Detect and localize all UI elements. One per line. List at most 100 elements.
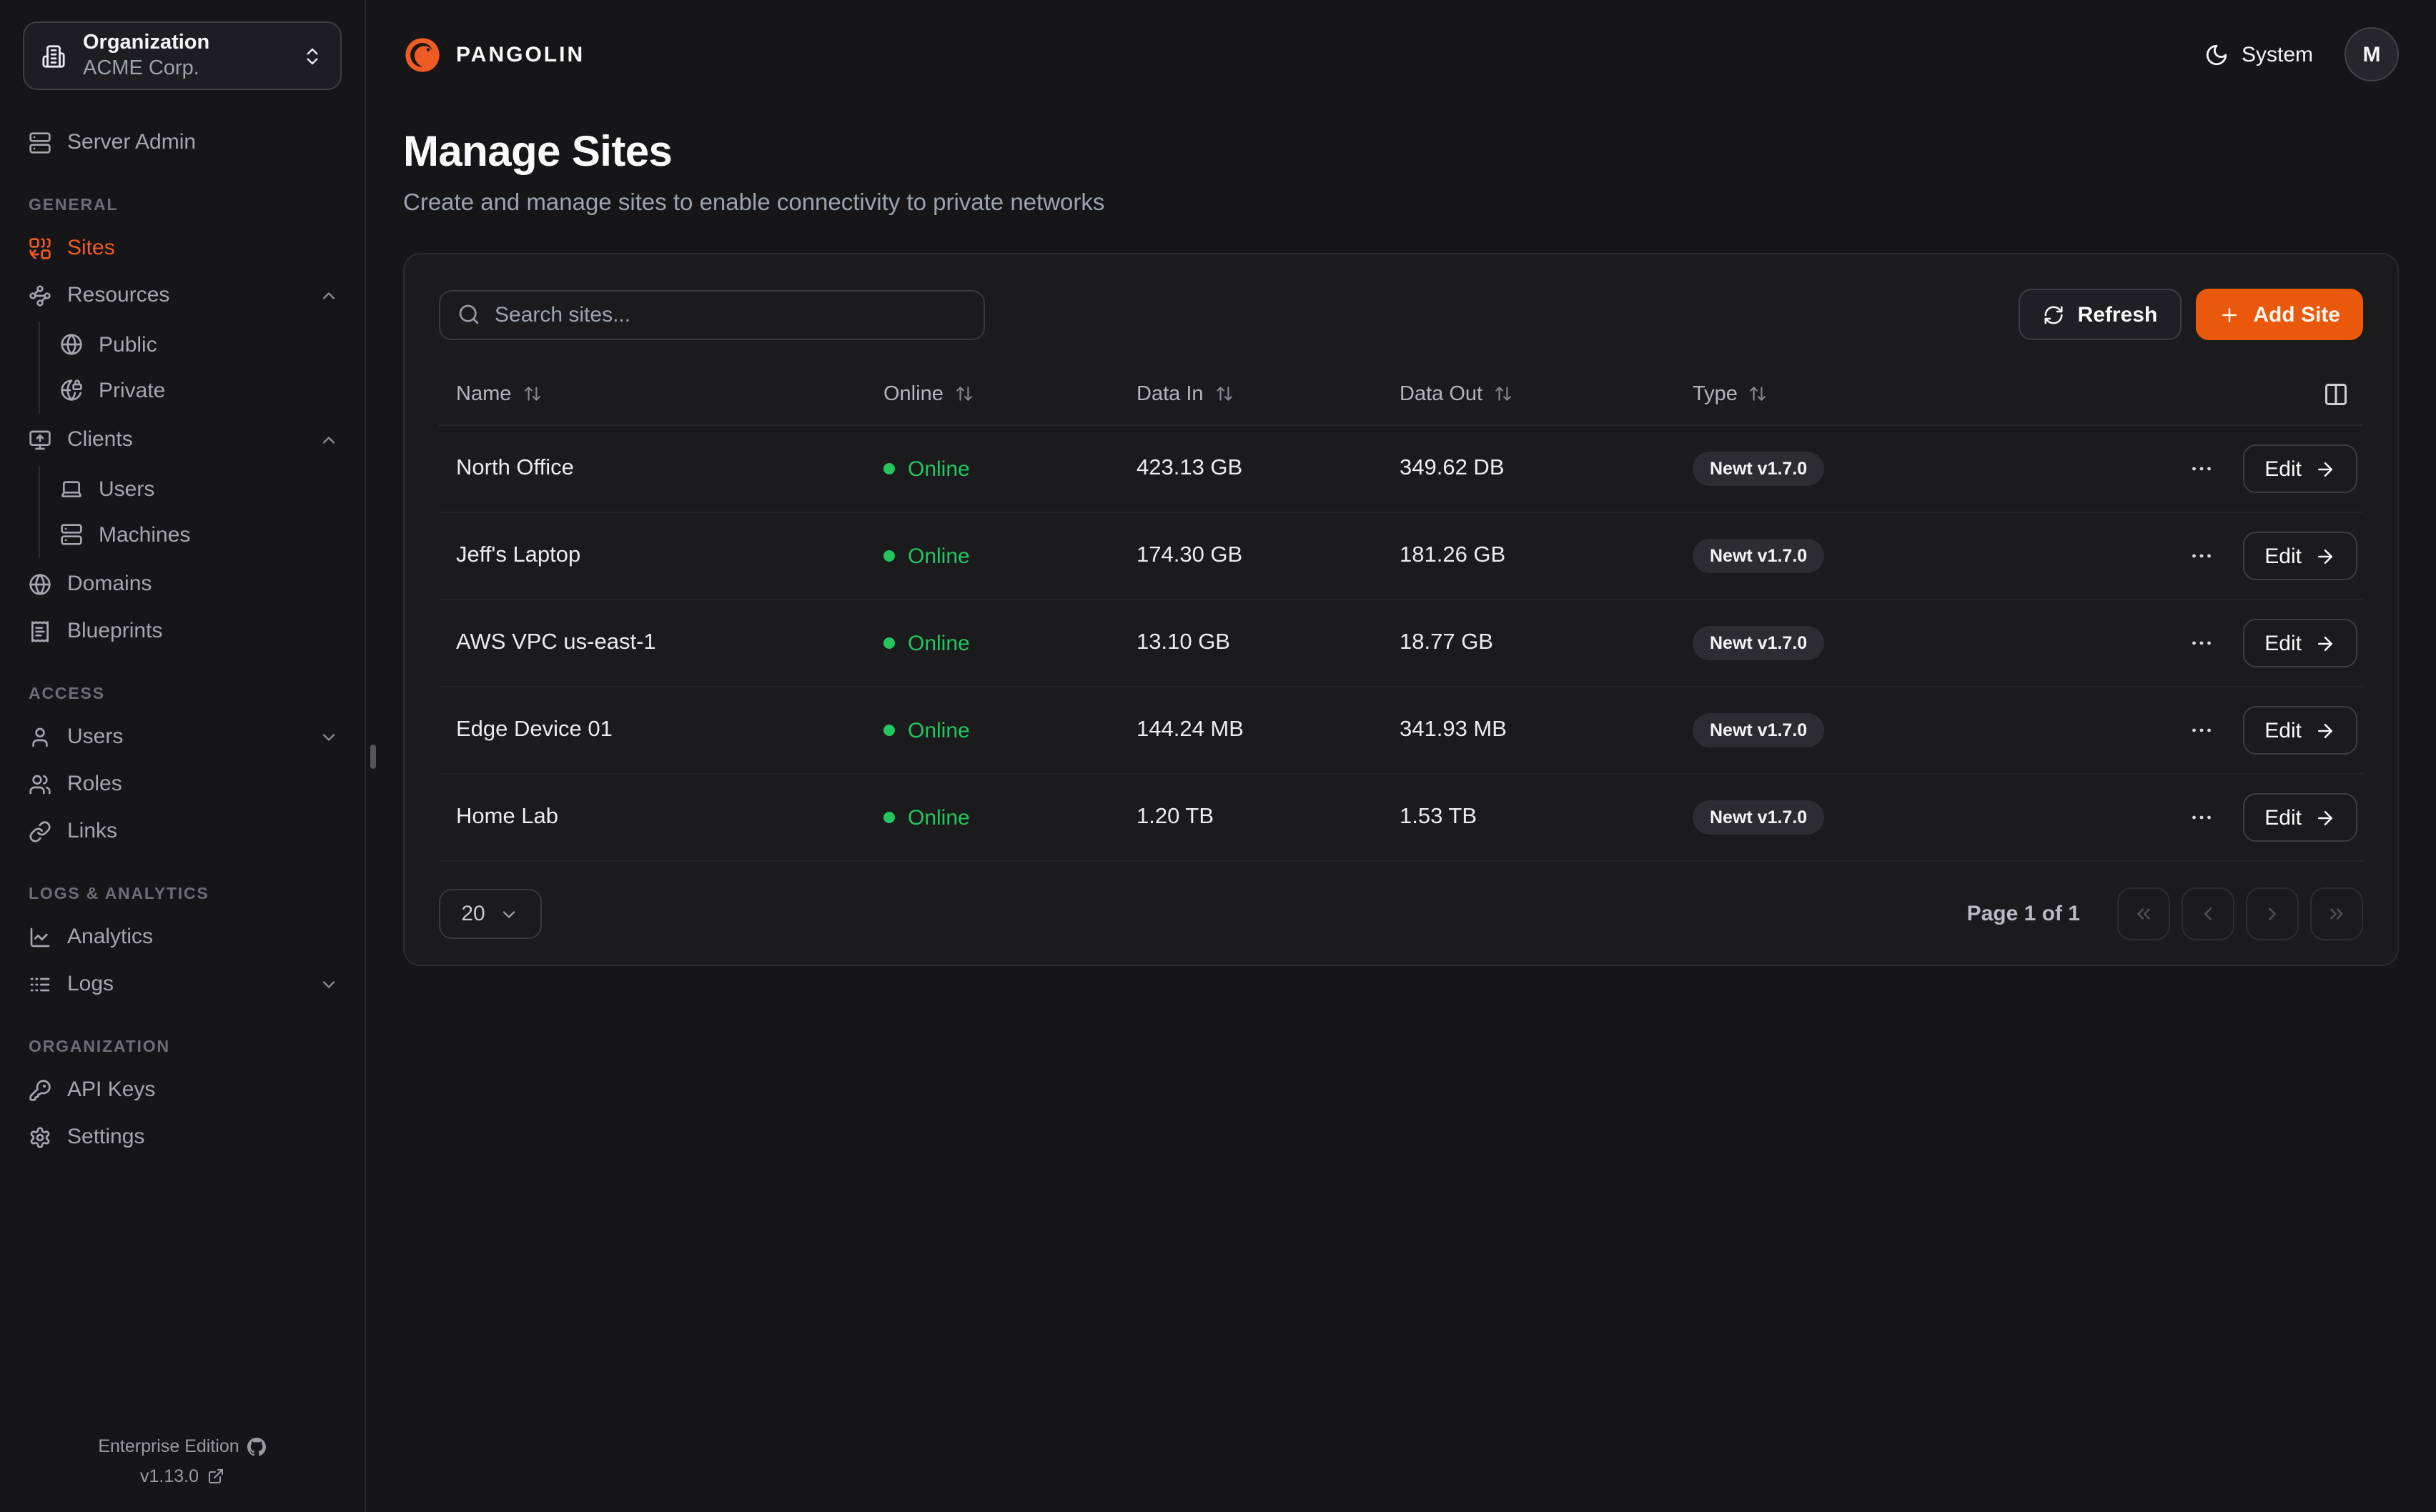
data-in-value: 423.13 GB	[1137, 456, 1243, 480]
sidebar-item-clients[interactable]: Clients	[0, 416, 365, 463]
edit-button[interactable]: Edit	[2243, 706, 2357, 755]
org-selector-label: Organization	[83, 31, 210, 54]
first-page-button[interactable]	[2117, 887, 2170, 940]
online-dot-icon	[883, 463, 895, 474]
version-link[interactable]: v1.13.0	[140, 1466, 224, 1486]
brand[interactable]: PANGOLIN	[403, 35, 585, 74]
resources-submenu: Public Private	[39, 322, 365, 413]
edition-link[interactable]: Enterprise Edition	[98, 1436, 266, 1456]
receipt-icon	[29, 620, 51, 642]
last-page-button[interactable]	[2310, 887, 2363, 940]
type-badge: Newt v1.7.0	[1693, 800, 1825, 835]
columns-icon[interactable]	[2323, 381, 2349, 407]
chevron-right-icon	[2262, 903, 2283, 925]
gear-icon	[29, 1125, 51, 1148]
laptop-icon	[60, 477, 83, 500]
search-box	[439, 289, 985, 339]
column-header-name[interactable]: Name	[439, 382, 866, 405]
sidebar-scrollbar-thumb[interactable]	[370, 745, 376, 769]
table-row: AWS VPC us-east-1 Online 13.10 GB 18.77 …	[439, 600, 2363, 687]
data-out-value: 181.26 GB	[1400, 543, 1506, 567]
page-size-select[interactable]: 20	[439, 889, 542, 939]
github-icon	[248, 1437, 267, 1456]
prev-page-button[interactable]	[2182, 887, 2234, 940]
sites-card: Refresh Add Site Name Online	[403, 253, 2399, 966]
search-icon	[457, 303, 480, 326]
search-input[interactable]	[495, 302, 966, 327]
sidebar-item-private[interactable]: Private	[40, 367, 365, 413]
add-site-button[interactable]: Add Site	[2196, 289, 2363, 340]
next-page-button[interactable]	[2246, 887, 2299, 940]
sidebar-item-settings[interactable]: Settings	[0, 1113, 365, 1160]
arrow-right-icon	[2314, 807, 2336, 828]
online-dot-icon	[883, 725, 895, 736]
site-name: Home Lab	[456, 805, 559, 829]
sidebar-item-resources[interactable]: Resources	[0, 272, 365, 319]
edit-button[interactable]: Edit	[2243, 793, 2357, 842]
sites-toolbar: Refresh Add Site	[439, 289, 2363, 340]
server-icon	[29, 131, 51, 154]
chevrons-right-icon	[2326, 903, 2347, 925]
sidebar: Organization ACME Corp. Server Admin GEN…	[0, 0, 366, 1512]
row-menu-button[interactable]	[2189, 630, 2214, 656]
org-selector[interactable]: Organization ACME Corp.	[23, 21, 342, 90]
data-out-value: 1.53 TB	[1400, 805, 1477, 829]
row-menu-button[interactable]	[2189, 543, 2214, 569]
column-header-data-in[interactable]: Data In	[1119, 382, 1382, 405]
sidebar-item-domains[interactable]: Domains	[0, 560, 365, 607]
online-dot-icon	[883, 637, 895, 649]
arrow-right-icon	[2314, 632, 2336, 654]
sort-icon	[523, 384, 541, 403]
server-icon	[60, 523, 83, 546]
table-row: Jeff's Laptop Online 174.30 GB 181.26 GB…	[439, 513, 2363, 600]
row-menu-button[interactable]	[2189, 717, 2214, 743]
sidebar-item-links[interactable]: Links	[0, 807, 365, 855]
sidebar-item-users[interactable]: Users	[0, 713, 365, 760]
theme-toggle[interactable]: System	[2204, 42, 2313, 66]
sidebar-item-blueprints[interactable]: Blueprints	[0, 607, 365, 655]
table-row: North Office Online 423.13 GB 349.62 DB …	[439, 426, 2363, 513]
data-in-value: 144.24 MB	[1137, 717, 1244, 742]
page-header: Manage Sites Create and manage sites to …	[366, 109, 2436, 217]
sort-icon	[1215, 384, 1234, 403]
sidebar-section-logs-analytics: LOGS & ANALYTICS	[29, 886, 209, 903]
sidebar-section-organization: ORGANIZATION	[29, 1039, 170, 1056]
sidebar-item-client-users[interactable]: Users	[40, 466, 365, 512]
sidebar-item-machines[interactable]: Machines	[40, 512, 365, 557]
column-header-type[interactable]: Type	[1675, 382, 2077, 405]
building-icon	[41, 44, 66, 68]
site-name: AWS VPC us-east-1	[456, 630, 656, 655]
chevron-down-icon	[319, 974, 339, 994]
column-header-online[interactable]: Online	[866, 382, 1119, 405]
sites-icon	[29, 237, 51, 259]
chevron-up-icon	[319, 429, 339, 449]
sidebar-item-server-admin[interactable]: Server Admin	[0, 119, 365, 166]
edit-button[interactable]: Edit	[2243, 444, 2357, 493]
edit-button[interactable]: Edit	[2243, 619, 2357, 667]
clients-submenu: Users Machines	[39, 466, 365, 557]
table-header-row: Name Online Data In Data Out	[439, 363, 2363, 426]
page-title: Manage Sites	[403, 129, 673, 176]
sidebar-item-analytics[interactable]: Analytics	[0, 913, 365, 960]
org-selector-value: ACME Corp.	[83, 57, 199, 80]
user-icon	[29, 725, 51, 748]
sidebar-item-public[interactable]: Public	[40, 322, 365, 367]
sidebar-item-sites[interactable]: Sites	[0, 224, 365, 272]
sort-icon	[1494, 384, 1512, 403]
row-menu-button[interactable]	[2189, 805, 2214, 830]
chevron-left-icon	[2197, 903, 2219, 925]
moon-icon	[2204, 42, 2229, 66]
column-header-data-out[interactable]: Data Out	[1382, 382, 1675, 405]
data-out-value: 18.77 GB	[1400, 630, 1493, 655]
row-menu-button[interactable]	[2189, 456, 2214, 482]
theme-label: System	[2241, 42, 2313, 66]
sidebar-item-logs[interactable]: Logs	[0, 960, 365, 1008]
refresh-button[interactable]: Refresh	[2019, 289, 2182, 340]
sidebar-item-api-keys[interactable]: API Keys	[0, 1066, 365, 1113]
edit-button[interactable]: Edit	[2243, 532, 2357, 580]
refresh-icon	[2044, 304, 2065, 325]
avatar[interactable]: M	[2345, 27, 2399, 81]
sidebar-item-roles[interactable]: Roles	[0, 760, 365, 807]
monitor-up-icon	[29, 428, 51, 451]
waypoints-icon	[29, 284, 51, 307]
